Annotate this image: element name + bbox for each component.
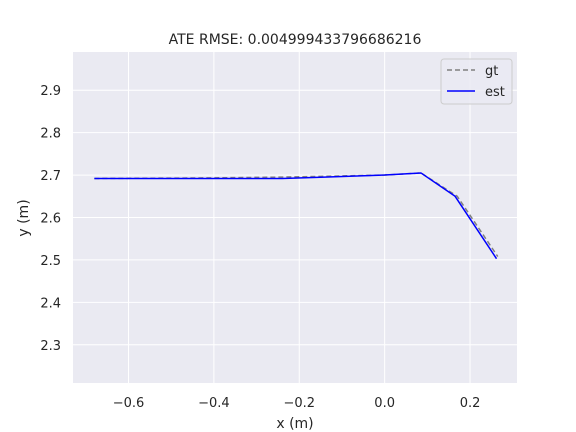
y-tick-labels: 2.3 2.4 2.5 2.6 2.7 2.8 2.9: [40, 84, 61, 354]
x-axis-label: x (m): [276, 416, 313, 432]
x-tick-label: 0.0: [374, 396, 395, 411]
y-tick-label: 2.9: [40, 84, 61, 99]
x-tick-label: 0.2: [460, 396, 481, 411]
chart-title: ATE RMSE: 0.004999433796686216: [169, 32, 422, 48]
y-tick-label: 2.4: [40, 296, 61, 311]
y-tick-label: 2.6: [40, 212, 61, 227]
x-tick-labels: −0.6 −0.4 −0.2 0.0 0.2: [113, 396, 481, 411]
y-tick-label: 2.7: [40, 169, 61, 184]
x-tick-label: −0.2: [283, 396, 315, 411]
y-tick-label: 2.8: [40, 127, 61, 142]
x-tick-label: −0.6: [113, 396, 145, 411]
grid-lines: [73, 52, 517, 383]
y-tick-label: 2.3: [40, 339, 61, 354]
series-line-est: [94, 172, 498, 260]
legend: gt est: [440, 58, 513, 105]
series-layer: [94, 172, 499, 260]
legend-label-gt: gt: [485, 64, 498, 79]
legend-label-est: est: [485, 85, 505, 100]
x-tick-label: −0.4: [198, 396, 230, 411]
y-tick-label: 2.5: [40, 254, 61, 269]
y-axis-label: y (m): [16, 199, 32, 236]
